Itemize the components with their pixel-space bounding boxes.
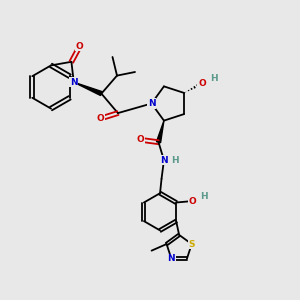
Text: O: O (97, 114, 104, 123)
Text: N: N (70, 78, 78, 87)
Polygon shape (157, 121, 164, 143)
Text: H: H (200, 192, 208, 201)
Text: O: O (189, 196, 196, 206)
Text: H: H (172, 156, 179, 165)
Text: O: O (198, 79, 206, 88)
Text: N: N (148, 99, 155, 108)
Text: N: N (168, 254, 175, 263)
Text: N: N (160, 156, 168, 165)
Text: O: O (137, 135, 144, 144)
Text: O: O (76, 42, 84, 51)
Text: H: H (210, 74, 218, 83)
Polygon shape (74, 82, 102, 95)
Text: S: S (188, 239, 195, 248)
